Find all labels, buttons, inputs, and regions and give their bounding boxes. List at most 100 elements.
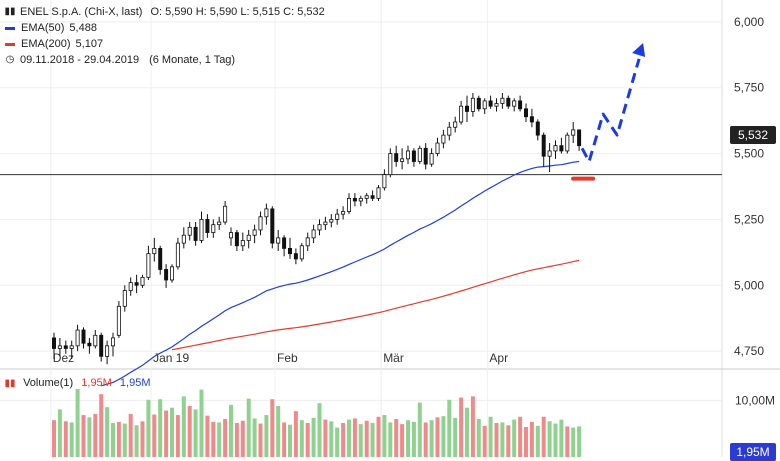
volume-bar [406, 420, 410, 457]
candle-body [105, 345, 110, 357]
period-label: (6 Monate, 1 Tag) [149, 54, 236, 66]
candle-body [169, 266, 174, 281]
candle-body [529, 116, 534, 123]
candle-body [317, 224, 322, 231]
volume-bar [459, 397, 464, 457]
volume-bar [63, 421, 68, 457]
candle-body [223, 205, 228, 223]
volume-bar [553, 423, 558, 457]
volume-bar [146, 399, 151, 457]
candle-body [152, 247, 157, 255]
volume-bar [488, 416, 493, 457]
volume-bar [524, 426, 528, 457]
volume-bar [577, 426, 582, 457]
volume-bar [476, 419, 481, 457]
ema50-swatch [5, 26, 15, 30]
ema50-value: 5,488 [69, 22, 97, 34]
candle-body [364, 195, 369, 199]
candle-body [246, 234, 251, 241]
candle-body [240, 240, 245, 247]
candle-body [205, 219, 210, 233]
candle-body [282, 237, 287, 249]
candle-body [63, 345, 68, 349]
legend-ema200-row[interactable]: EMA(200) 5,107 [4, 36, 325, 52]
volume-bar [205, 415, 210, 457]
candle-body [217, 221, 222, 226]
forecast-arrow [580, 58, 641, 163]
last-volume-tag: 1,95M [730, 443, 776, 461]
volume-bar [335, 427, 340, 457]
date-range: 09.11.2018 - 29.04.2019 [20, 54, 140, 66]
candle-body [181, 234, 186, 244]
volume-bar [52, 420, 56, 457]
candle-body [164, 269, 169, 281]
candle-body [506, 97, 511, 107]
candle-body [122, 290, 127, 307]
candle-body [341, 211, 346, 215]
candle-body [394, 153, 399, 162]
volume-bar [187, 406, 192, 457]
candle-body [140, 276, 145, 286]
volume-bar [394, 419, 399, 457]
volume-bar [264, 415, 269, 457]
volume-bar [282, 422, 287, 457]
legend-range-row: ◷ 09.11.2018 - 29.04.2019 (6 Monate, 1 T… [4, 52, 325, 68]
volume-bar [512, 419, 517, 457]
candle-body [116, 305, 121, 336]
x-tick-label: Feb [277, 351, 298, 365]
volume-bar [87, 417, 92, 457]
y-tick-label: 5,500 [734, 147, 764, 161]
volume-bar [158, 399, 163, 457]
ema50-line [101, 160, 580, 387]
volume-bar [535, 425, 540, 457]
volume-bar [565, 426, 570, 457]
volume-bar [417, 402, 422, 457]
candle-body [346, 197, 351, 212]
candle-body [518, 100, 523, 110]
volume-bar [93, 413, 98, 457]
candle-body [459, 105, 464, 123]
volume-bar [358, 424, 363, 457]
volume-bar [246, 398, 251, 457]
volume-bar [506, 425, 511, 457]
volume-bar [170, 407, 174, 457]
volume-bar [199, 389, 204, 457]
candle-body [358, 197, 363, 202]
candle-body [524, 108, 529, 118]
candle-body [429, 153, 434, 165]
volume-bar [252, 418, 257, 457]
volume-bar [453, 417, 458, 457]
volume-bar [352, 418, 357, 457]
volume-bar [288, 424, 292, 457]
volume-bar [240, 420, 245, 457]
ema200-label: EMA(200) [21, 38, 71, 50]
volume-bar [323, 419, 328, 457]
candle-body [323, 221, 328, 226]
volume-bar [529, 421, 534, 457]
candle-body [559, 145, 564, 152]
candle-body [352, 197, 357, 202]
volume-bar [382, 415, 387, 457]
y-tick-label: 6,000 [734, 15, 764, 29]
volume-bar [181, 396, 186, 457]
ema200-swatch [5, 42, 15, 46]
volume-bar [518, 416, 523, 457]
candle-body [512, 100, 517, 107]
candlesticks [52, 93, 582, 365]
candle-body [547, 150, 552, 157]
ohlc-values: O: 5,590 H: 5,590 L: 5,515 C: 5,532 [150, 6, 325, 18]
volume-bar [311, 417, 316, 457]
volume-bar [559, 419, 564, 457]
candle-body [482, 100, 487, 110]
grid [0, 0, 722, 457]
candle-body [93, 334, 98, 347]
volume-bar [116, 421, 121, 457]
candle-body [423, 147, 428, 165]
volume-bar [305, 423, 310, 457]
bar-chart-icon: ▮▮ [4, 6, 16, 17]
candle-body [311, 229, 316, 239]
candle-body [400, 158, 405, 162]
legend-ema50-row[interactable]: EMA(50) 5,488 [4, 20, 325, 36]
volume-bar [293, 411, 298, 457]
volume-bar [81, 415, 86, 457]
